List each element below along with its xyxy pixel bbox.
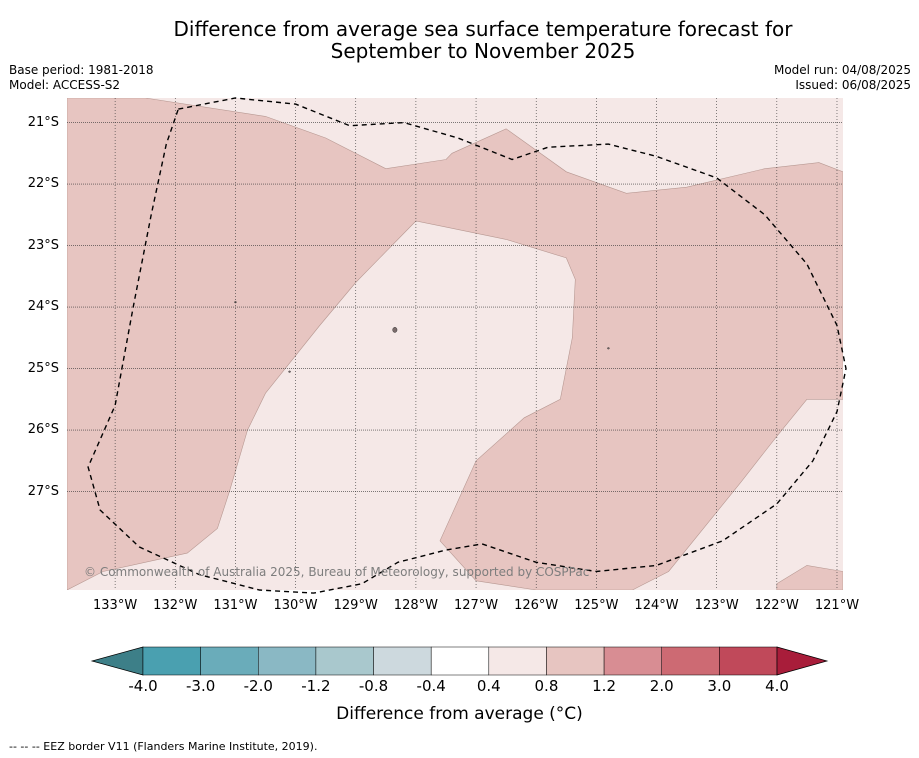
- x-tick-label: 125°W: [574, 598, 619, 613]
- y-tick-label: 27°S: [27, 483, 59, 499]
- x-tick-label: 133°W: [93, 598, 138, 613]
- x-tick-label: 124°W: [634, 598, 679, 613]
- model-run: Model run: 04/08/2025: [773, 63, 911, 77]
- colorbar-tick: 1.2: [592, 677, 616, 695]
- colorbar-title: Difference from average (°C): [336, 704, 583, 724]
- x-tick-label: 130°W: [273, 598, 318, 613]
- colorbar-swatch: [603, 646, 662, 676]
- colorbar-tick: -4.0: [128, 677, 158, 695]
- colorbar-extend-low: [90, 646, 144, 676]
- x-tick-label: 127°W: [453, 598, 499, 613]
- colorbar-swatch: [546, 646, 605, 676]
- colorbar-swatch: [430, 646, 490, 676]
- title-line-1: Difference from average sea surface temp…: [173, 17, 793, 41]
- colorbar-swatch: [719, 646, 778, 676]
- colorbar-swatch: [142, 646, 201, 676]
- x-tick-label: 121°W: [814, 598, 860, 613]
- y-tick-label: 24°S: [27, 299, 59, 315]
- colorbar-swatch: [373, 646, 432, 676]
- colorbar-tick: -0.4: [416, 677, 446, 695]
- colorbar-swatch: [661, 646, 720, 676]
- x-tick-label: 122°W: [754, 598, 799, 613]
- x-tick-label: 128°W: [393, 598, 438, 613]
- y-tick-label: 22°S: [27, 176, 59, 192]
- meta-right: Model run: 04/08/2025 Issued: 06/08/2025: [774, 63, 911, 93]
- x-tick-label: 132°W: [153, 598, 198, 613]
- title-line-2: September to November 2025: [330, 39, 636, 63]
- footer-eez-note: -- -- -- EEZ border V11 (Flanders Marine…: [9, 740, 318, 753]
- map-canvas: [67, 97, 847, 676]
- colorbar-tick: 2.0: [649, 677, 674, 695]
- island-marker: [392, 327, 398, 333]
- y-tick-label: 25°S: [27, 360, 59, 376]
- island-marker: [288, 370, 291, 373]
- x-tick-label: 123°W: [694, 598, 739, 613]
- x-tick-label: 129°W: [333, 598, 378, 613]
- colorbar-tick: -3.0: [185, 677, 216, 695]
- warm-anomaly-patch-se: [776, 565, 843, 590]
- colorbar-tick: 4.0: [765, 677, 789, 695]
- colorbar-swatch: [315, 646, 374, 676]
- colorbar-tick: 3.0: [707, 677, 732, 695]
- map-title: Difference from average sea surface temp…: [0, 18, 919, 62]
- colorbar-swatch: [488, 646, 547, 676]
- island-marker: [607, 347, 610, 350]
- colorbar-swatch: [200, 646, 259, 676]
- colorbar-tick: -1.2: [301, 677, 331, 695]
- y-tick-label: 23°S: [27, 237, 59, 253]
- eez-border-line: [87, 97, 847, 594]
- colorbar-swatch: [258, 646, 317, 676]
- x-tick-label: 131°W: [213, 598, 258, 613]
- x-tick-label: 126°W: [514, 598, 559, 613]
- colorbar-extend-high: [776, 646, 829, 676]
- colorbar-tick: -2.0: [243, 677, 273, 695]
- model-name: Model: ACCESS-S2: [9, 78, 121, 92]
- meta-left: Base period: 1981-2018 Model: ACCESS-S2: [9, 63, 154, 93]
- y-tick-label: 21°S: [27, 114, 59, 130]
- y-tick-label: 26°S: [27, 422, 59, 438]
- colorbar-tick: -0.8: [358, 677, 389, 695]
- colorbar: [90, 646, 829, 676]
- base-period: Base period: 1981-2018: [9, 63, 154, 77]
- colorbar-tick: 0.4: [476, 677, 501, 695]
- map-grid: [67, 98, 843, 590]
- colorbar-tick: 0.8: [534, 677, 559, 695]
- copyright-notice: © Commonwealth of Australia 2025, Bureau…: [84, 565, 590, 579]
- warm-anomaly-region: [67, 98, 843, 590]
- issued-date: Issued: 06/08/2025: [795, 78, 911, 92]
